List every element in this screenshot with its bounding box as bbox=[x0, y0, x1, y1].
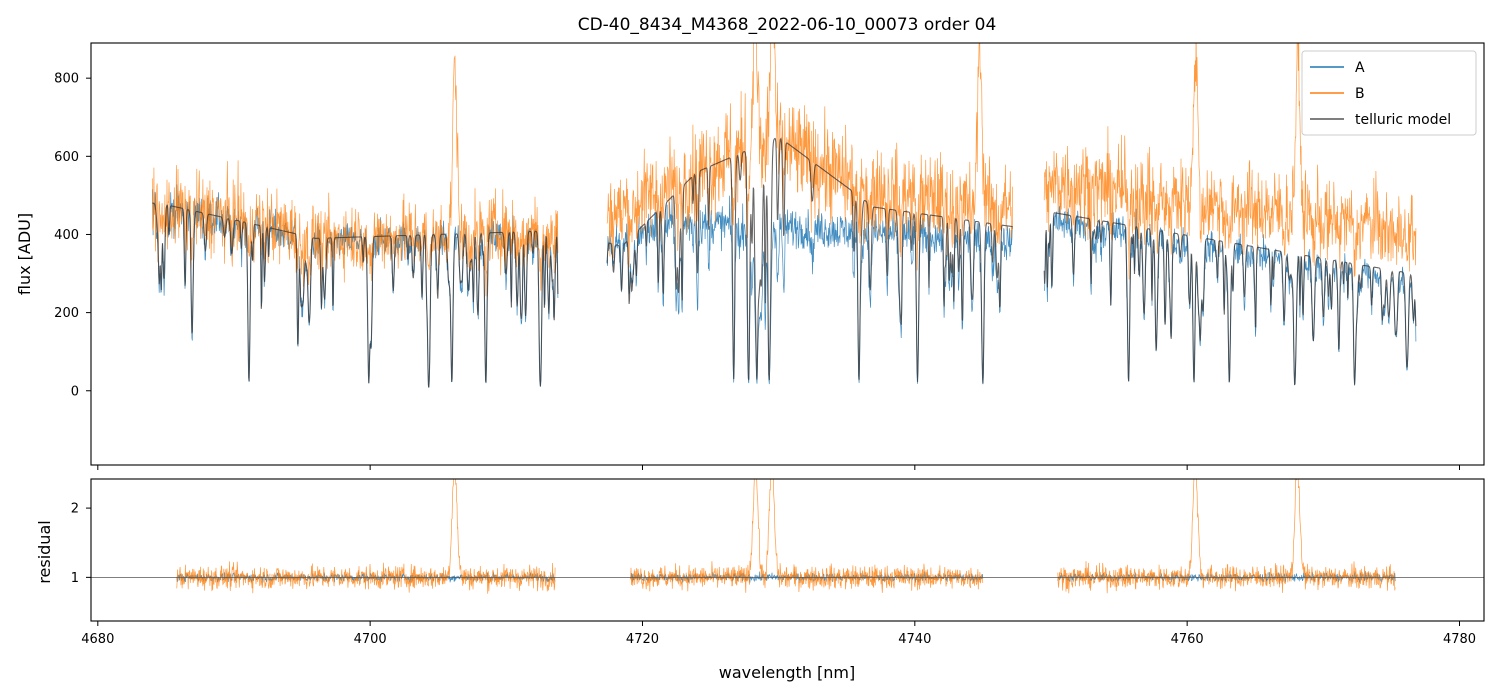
chart-title: CD-40_8434_M4368_2022-06-10_00073 order … bbox=[578, 15, 997, 35]
flux-plot-frame bbox=[90, 42, 1485, 466]
wavelength-xtick-label: 4680 bbox=[81, 632, 114, 647]
series-b-line bbox=[151, 43, 1417, 297]
legend-label-a: A bbox=[1355, 60, 1365, 76]
flux-ytick-label: 800 bbox=[54, 72, 79, 87]
flux-ytick-label: 0 bbox=[71, 384, 79, 399]
wavelength-xtick-label: 4780 bbox=[1443, 632, 1476, 647]
residual-axis-label: residual bbox=[35, 520, 54, 583]
wavelength-xtick-label: 4760 bbox=[1171, 632, 1204, 647]
legend-box bbox=[1301, 50, 1477, 136]
legend-label-b: B bbox=[1355, 86, 1365, 102]
flux-ytick-label: 600 bbox=[54, 150, 79, 165]
wavelength-axis-label: wavelength [nm] bbox=[719, 663, 856, 682]
residual-ytick-label: 1 bbox=[71, 571, 79, 586]
flux-ytick-label: 200 bbox=[54, 306, 79, 321]
telluric-model-line bbox=[152, 137, 1417, 388]
flux-plot: 0 200 400 600 800 flux [ADU] A B telluric mo… bbox=[15, 42, 1485, 470]
legend: A B telluric model bbox=[1301, 50, 1477, 136]
flux-ytick-label: 400 bbox=[54, 228, 79, 243]
flux-axis-label: flux [ADU] bbox=[15, 213, 34, 295]
residual-ytick-label: 2 bbox=[71, 502, 79, 517]
wavelength-xtick-label: 4720 bbox=[626, 632, 659, 647]
legend-label-telluric: telluric model bbox=[1355, 112, 1451, 128]
wavelength-xtick-label: 4740 bbox=[898, 632, 931, 647]
residual-plot: 1 2 4680 4700 4720 4740 4760 4780 residual wav… bbox=[35, 478, 1485, 682]
wavelength-xtick-label: 4700 bbox=[354, 632, 387, 647]
residual-plot-frame bbox=[90, 478, 1485, 622]
residual-b-line bbox=[176, 479, 1396, 594]
